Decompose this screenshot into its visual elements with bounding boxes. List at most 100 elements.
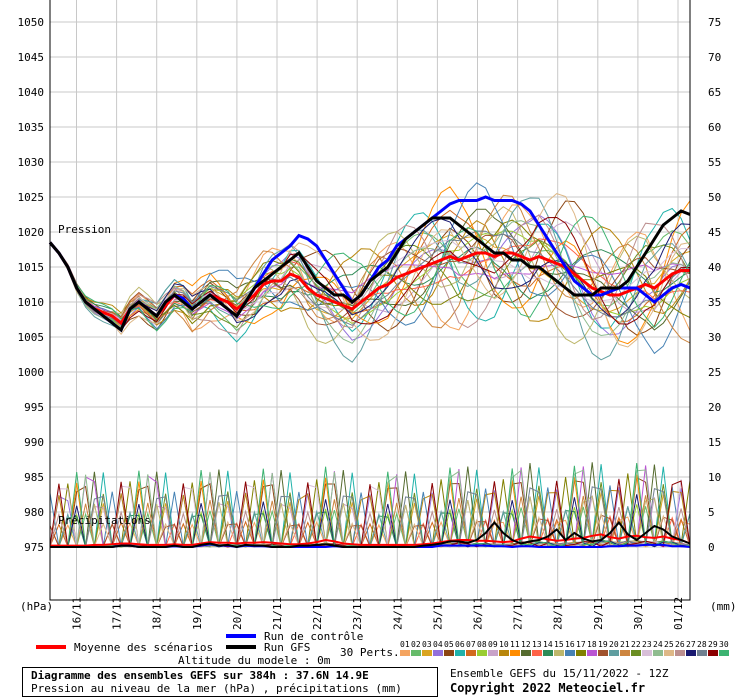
y-right-tick-label: 25 (708, 366, 721, 379)
y-left-tick-label: 1015 (18, 261, 45, 274)
pert-swatch (642, 650, 652, 656)
perturbation-pressure-line (49, 220, 691, 344)
pert-number: 20 (609, 640, 619, 649)
pert-number: 05 (444, 640, 454, 649)
pert-number: 01 (400, 640, 410, 649)
pert-number: 17 (576, 640, 586, 649)
legend-altitude-label: Altitude du modele : 0m (178, 654, 331, 667)
perturbation-pressure-line (49, 214, 691, 335)
perturbation-pressure-line (49, 207, 691, 343)
y-left-unit: (hPa) (20, 600, 53, 613)
pert-number: 12 (521, 640, 531, 649)
pert-swatch (499, 650, 509, 656)
pert-swatch (587, 650, 597, 656)
y-right-tick-label: 45 (708, 226, 721, 239)
y-left-tick-label: 1010 (18, 296, 45, 309)
x-tick-label: 01/12 (672, 597, 685, 630)
y-left-tick-label: 1020 (18, 226, 45, 239)
pert-swatch (400, 650, 410, 656)
y-left-tick-label: 1045 (18, 51, 45, 64)
x-tick-label: 24/11 (391, 597, 404, 630)
y-right-tick-label: 0 (708, 541, 715, 554)
run-info: Ensemble GEFS du 15/11/2022 - 12Z (450, 667, 669, 680)
y-left-tick-label: 1025 (18, 191, 45, 204)
pert-number: 28 (697, 640, 707, 649)
pert-swatch (466, 650, 476, 656)
copyright: Copyright 2022 Meteociel.fr (450, 681, 646, 695)
x-tick-label: 17/11 (111, 597, 124, 630)
pert-swatch (565, 650, 575, 656)
diagram-caption-box: Diagramme des ensembles GEFS sur 384h : … (22, 667, 438, 697)
y-right-tick-label: 75 (708, 16, 721, 29)
y-right-tick-label: 35 (708, 296, 721, 309)
pert-number: 06 (455, 640, 465, 649)
pert-swatch (444, 650, 454, 656)
y-right-tick-label: 15 (708, 436, 721, 449)
x-tick-label: 23/11 (351, 597, 364, 630)
pert-number: 11 (510, 640, 520, 649)
legend-perts-label: 30 Perts. (340, 646, 400, 659)
pert-swatch (543, 650, 553, 656)
y-left-tick-label: 985 (24, 471, 44, 484)
y-right-tick-label: 55 (708, 156, 721, 169)
y-left-tick-label: 990 (24, 436, 44, 449)
y-left-tick-label: 975 (24, 541, 44, 554)
y-left-tick-label: 1030 (18, 156, 45, 169)
series-line-pressure (48, 209, 691, 333)
y-left-tick-label: 980 (24, 506, 44, 519)
pert-swatch (554, 650, 564, 656)
pert-number: 10 (499, 640, 509, 649)
pert-number: 14 (543, 640, 553, 649)
x-tick-label: 30/11 (632, 597, 645, 630)
pert-number: 19 (598, 640, 608, 649)
legend-gfs-label: Run GFS (264, 641, 310, 654)
pert-swatch (620, 650, 630, 656)
pert-swatch (631, 650, 641, 656)
main-series-lines (48, 195, 691, 549)
y-right-tick-label: 20 (708, 401, 721, 414)
y-right-tick-label: 50 (708, 191, 721, 204)
pert-number: 02 (411, 640, 421, 649)
pert-swatch (697, 650, 707, 656)
pert-swatch (477, 650, 487, 656)
perturbation-legend: 01 02 03 04 05 06 07 08 09 10 11 12 13 14 15 16 17 18 19 20… (400, 640, 729, 656)
y-left-tick-label: 1035 (18, 121, 45, 134)
x-tick-label: 18/11 (151, 597, 164, 630)
pert-swatch (708, 650, 718, 656)
y-right-tick-label: 70 (708, 51, 721, 64)
pert-swatch (422, 650, 432, 656)
pression-annotation: Pression (58, 223, 111, 236)
pert-swatch (433, 650, 443, 656)
legend: Moyenne des scénarios Run de contrôle Ru… (36, 630, 729, 667)
perturbation-pressure-line (49, 206, 691, 345)
x-tick-label: 29/11 (592, 597, 605, 630)
pert-number: 07 (466, 640, 476, 649)
perturbation-pressure-line (49, 218, 691, 325)
pert-swatch (521, 650, 531, 656)
pert-number: 23 (642, 640, 652, 649)
y-left-tick-label: 1040 (18, 86, 45, 99)
pert-swatch (664, 650, 674, 656)
pert-swatch (609, 650, 619, 656)
legend-control-label: Run de contrôle (264, 630, 363, 643)
x-tick-label: 19/11 (191, 597, 204, 630)
series-line-precip (50, 520, 691, 549)
pert-swatch (686, 650, 696, 656)
y-right-tick-label: 60 (708, 121, 721, 134)
pert-swatch (411, 650, 421, 656)
pert-swatch (598, 650, 608, 656)
pert-swatch (488, 650, 498, 656)
y-right-tick-label: 40 (708, 261, 721, 274)
perturbation-pressure-line (49, 200, 691, 336)
pert-number: 03 (422, 640, 432, 649)
perturbation-pressure-line (49, 215, 691, 332)
y-right-tick-label: 5 (708, 506, 715, 519)
precip-annotation: Précipitations (58, 514, 151, 527)
x-tick-label: 16/11 (71, 597, 84, 630)
y-left-tick-label: 995 (24, 401, 44, 414)
pert-number: 27 (686, 640, 696, 649)
pert-number: 26 (675, 640, 685, 649)
y-left-tick-label: 1000 (18, 366, 45, 379)
